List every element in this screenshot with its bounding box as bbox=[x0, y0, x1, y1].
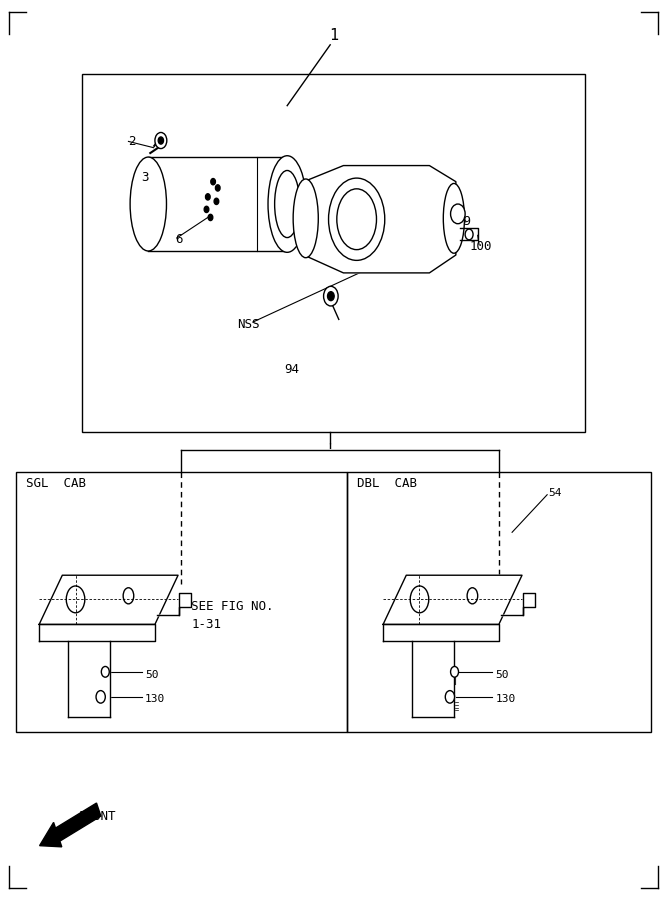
Circle shape bbox=[327, 292, 334, 301]
Polygon shape bbox=[157, 593, 191, 616]
Text: 6: 6 bbox=[175, 233, 182, 247]
Polygon shape bbox=[383, 625, 499, 641]
Bar bbox=[347, 472, 651, 732]
Circle shape bbox=[158, 137, 163, 144]
Text: 94: 94 bbox=[284, 363, 299, 376]
Polygon shape bbox=[501, 593, 535, 616]
Text: FRONT: FRONT bbox=[79, 810, 116, 824]
Ellipse shape bbox=[329, 178, 385, 260]
Text: SEE FIG NO.: SEE FIG NO. bbox=[191, 600, 273, 613]
Polygon shape bbox=[39, 625, 155, 641]
Text: 3: 3 bbox=[141, 171, 149, 184]
Bar bbox=[16, 472, 347, 732]
Text: 130: 130 bbox=[496, 694, 516, 704]
Circle shape bbox=[451, 204, 465, 224]
Text: 130: 130 bbox=[145, 694, 165, 704]
Circle shape bbox=[451, 667, 458, 677]
Ellipse shape bbox=[444, 184, 464, 253]
Circle shape bbox=[96, 690, 105, 703]
Circle shape bbox=[211, 178, 215, 184]
Text: 1-31: 1-31 bbox=[191, 618, 221, 631]
Circle shape bbox=[204, 206, 209, 212]
Text: 50: 50 bbox=[496, 670, 509, 680]
Ellipse shape bbox=[66, 586, 85, 613]
Circle shape bbox=[205, 194, 210, 200]
Ellipse shape bbox=[410, 586, 429, 613]
Text: 50: 50 bbox=[145, 670, 159, 680]
Polygon shape bbox=[383, 575, 522, 625]
Ellipse shape bbox=[268, 156, 306, 252]
Text: 2: 2 bbox=[129, 135, 136, 148]
Polygon shape bbox=[39, 575, 178, 625]
Circle shape bbox=[214, 198, 219, 204]
Text: SGL  CAB: SGL CAB bbox=[26, 478, 86, 491]
Ellipse shape bbox=[467, 588, 478, 604]
Ellipse shape bbox=[130, 158, 167, 251]
FancyArrow shape bbox=[39, 803, 101, 847]
Text: NSS: NSS bbox=[237, 319, 260, 331]
Bar bbox=[82, 75, 585, 432]
Circle shape bbox=[208, 214, 213, 220]
Text: 54: 54 bbox=[548, 488, 562, 498]
Ellipse shape bbox=[123, 588, 134, 604]
Circle shape bbox=[215, 184, 220, 191]
Circle shape bbox=[465, 230, 473, 239]
Circle shape bbox=[155, 132, 167, 148]
Text: 99: 99 bbox=[456, 215, 471, 229]
Polygon shape bbox=[67, 641, 110, 716]
Circle shape bbox=[101, 667, 109, 677]
Circle shape bbox=[323, 286, 338, 306]
Ellipse shape bbox=[293, 179, 318, 257]
Text: 1: 1 bbox=[329, 28, 338, 43]
Text: DBL  CAB: DBL CAB bbox=[357, 478, 417, 491]
Text: 100: 100 bbox=[469, 239, 492, 253]
Polygon shape bbox=[303, 166, 456, 273]
Polygon shape bbox=[412, 641, 454, 716]
Circle shape bbox=[446, 690, 454, 703]
